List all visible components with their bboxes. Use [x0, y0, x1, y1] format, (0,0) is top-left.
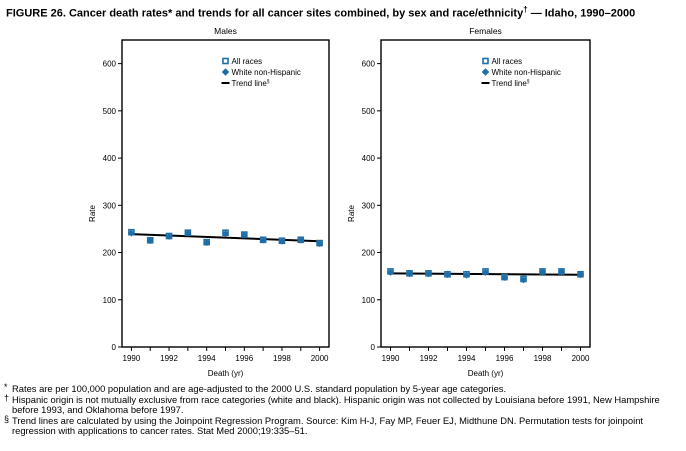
- legend-label-white-non-hispanic: White non-Hispanic: [232, 68, 301, 77]
- plot-frame: [380, 39, 591, 348]
- legend-diamond-icon: [221, 68, 230, 76]
- legend-square-icon: [222, 57, 229, 65]
- point-white-non-hispanic: [240, 231, 248, 239]
- point-white-non-hispanic: [222, 230, 229, 238]
- figure-title-suffix: — Idaho, 1990–2000: [527, 7, 636, 20]
- y-tick-label: 200: [103, 249, 117, 258]
- point-white-non-hispanic: [184, 229, 192, 237]
- point-white-non-hispanic: [165, 233, 173, 240]
- y-tick-label: 200: [362, 249, 376, 258]
- legend-label-all-races: All races: [232, 57, 263, 66]
- point-white-non-hispanic: [577, 271, 584, 279]
- y-tick-label: 0: [112, 343, 117, 352]
- chart-area: Males 0 100 200 300 400 500 600 1990 1992 1994 1996…: [88, 26, 591, 378]
- point-white-non-hispanic: [482, 268, 489, 276]
- trend-line: [131, 233, 320, 243]
- y-tick-label: 400: [362, 154, 376, 163]
- point-white-non-hispanic: [278, 237, 286, 245]
- point-white-non-hispanic: [558, 268, 565, 276]
- panel-title: Females: [469, 26, 502, 36]
- footnote-text: Rates are per 100,000 population and are…: [12, 383, 507, 394]
- footnote-rates: * Rates are per 100,000 population and ar…: [4, 382, 684, 395]
- panel-title: Males: [214, 26, 237, 36]
- x-tick-label: 1990: [123, 354, 141, 363]
- figure-title-text: FIGURE 26. Cancer death rates* and trend…: [6, 7, 524, 20]
- legend-trend-mark: §: [527, 79, 530, 85]
- y-tick-label: 100: [362, 296, 376, 305]
- y-tick-label: 300: [362, 201, 376, 210]
- x-tick-label: 1992: [160, 354, 178, 363]
- legend-label-all-races: All races: [492, 57, 523, 66]
- y-tick-label: 600: [103, 60, 117, 69]
- point-white-non-hispanic: [406, 270, 413, 278]
- footnote-trend: § Trend lines are calculated by using the…: [4, 413, 684, 437]
- y-tick-label: 0: [371, 343, 376, 352]
- point-white-non-hispanic: [539, 268, 546, 276]
- y-tick-label: 300: [103, 201, 117, 210]
- point-white-non-hispanic: [463, 271, 470, 279]
- x-tick-label: 1994: [458, 354, 476, 363]
- y-tick-label: 400: [103, 154, 117, 163]
- figure-title-mark: †: [523, 5, 528, 14]
- x-tick-label: 1996: [496, 354, 514, 363]
- x-tick-label: 1994: [198, 354, 216, 363]
- point-white-non-hispanic: [425, 270, 432, 278]
- point-white-non-hispanic: [259, 236, 267, 244]
- point-white-non-hispanic: [316, 240, 324, 247]
- x-tick-label: 1996: [235, 354, 253, 363]
- x-tick-label: 1998: [534, 354, 552, 363]
- y-tick-label: 100: [103, 296, 117, 305]
- point-white-non-hispanic: [520, 276, 527, 284]
- x-tick-label: 1992: [420, 354, 438, 363]
- point-white-non-hispanic: [387, 268, 394, 276]
- x-axis-label: Death (yr): [208, 369, 244, 378]
- point-white-non-hispanic: [444, 271, 451, 279]
- footnote-text: Trend lines are calculated by using the …: [12, 414, 644, 436]
- legend-label-trend-line: Trend line§: [492, 79, 530, 88]
- x-tick-label: 2000: [311, 354, 329, 363]
- point-white-non-hispanic: [297, 236, 305, 244]
- point-white-non-hispanic: [127, 229, 135, 237]
- point-white-non-hispanic: [146, 237, 154, 245]
- y-tick-label: 500: [103, 107, 117, 116]
- legend-square-icon: [482, 57, 489, 65]
- x-tick-label: 2000: [572, 354, 590, 363]
- footnote-mark: †: [4, 392, 10, 403]
- y-tick-label: 500: [362, 107, 376, 116]
- figure-title: FIGURE 26. Cancer death rates* and trend…: [6, 5, 635, 20]
- y-axis-label: Rate: [347, 205, 356, 222]
- footnote-text: Hispanic origin is not mutually exclusiv…: [12, 393, 660, 415]
- footnote-hispanic: † Hispanic origin is not mutually exclusi…: [4, 392, 684, 416]
- legend-trend-mark: §: [267, 79, 270, 85]
- legend-label-trend-line: Trend line§: [232, 79, 270, 88]
- plot-frame: [121, 39, 330, 348]
- y-tick-label: 600: [362, 60, 376, 69]
- x-axis-label: Death (yr): [468, 369, 504, 378]
- legend-diamond-icon: [481, 68, 490, 76]
- legend-label-white-non-hispanic: White non-Hispanic: [492, 68, 561, 77]
- footnotes: * Rates are per 100,000 population and ar…: [4, 382, 684, 437]
- y-axis-label: Rate: [88, 205, 97, 222]
- x-tick-label: 1990: [382, 354, 400, 363]
- footnote-mark: §: [4, 413, 10, 424]
- point-white-non-hispanic: [203, 239, 211, 247]
- footnote-mark: *: [4, 382, 8, 392]
- x-tick-label: 1998: [273, 354, 291, 363]
- point-white-non-hispanic: [501, 274, 508, 281]
